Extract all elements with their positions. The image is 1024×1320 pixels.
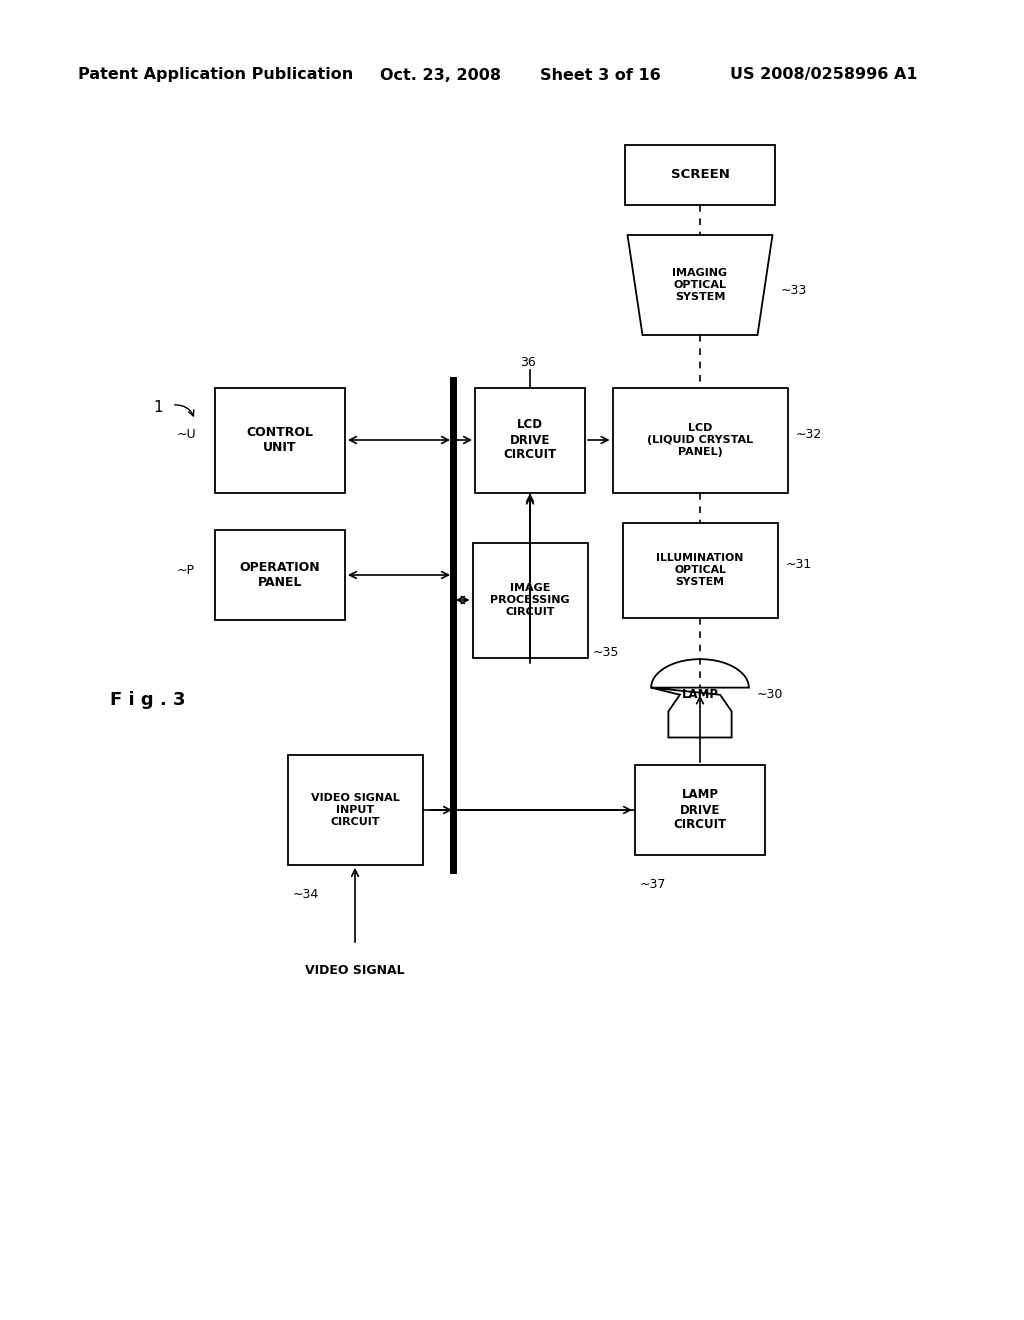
Text: ∼35: ∼35 (593, 645, 618, 659)
Text: SCREEN: SCREEN (671, 169, 729, 181)
Text: ∼P: ∼P (177, 564, 195, 577)
Text: US 2008/0258996 A1: US 2008/0258996 A1 (730, 67, 918, 82)
Text: VIDEO SIGNAL: VIDEO SIGNAL (305, 964, 404, 977)
Text: 36: 36 (520, 356, 536, 370)
Text: ∼U: ∼U (177, 429, 197, 441)
Bar (215, 388, 345, 492)
Bar (215, 531, 345, 620)
Bar (288, 755, 423, 865)
Bar (623, 523, 777, 618)
Text: ∼30: ∼30 (757, 689, 783, 701)
Text: ∼37: ∼37 (640, 879, 667, 891)
Text: ∼31: ∼31 (785, 558, 812, 572)
Bar (625, 145, 775, 205)
Bar (635, 766, 765, 855)
Text: CONTROL
UNIT: CONTROL UNIT (247, 426, 313, 454)
Text: F i g . 3: F i g . 3 (110, 690, 185, 709)
Bar (472, 543, 588, 657)
Text: OPERATION
PANEL: OPERATION PANEL (240, 561, 321, 589)
Text: Sheet 3 of 16: Sheet 3 of 16 (540, 67, 660, 82)
Text: 1: 1 (154, 400, 163, 416)
Text: ∼33: ∼33 (780, 284, 807, 297)
Bar (475, 388, 585, 492)
Text: ILLUMINATION
OPTICAL
SYSTEM: ILLUMINATION OPTICAL SYSTEM (656, 553, 743, 586)
Text: VIDEO SIGNAL
INPUT
CIRCUIT: VIDEO SIGNAL INPUT CIRCUIT (310, 793, 399, 826)
Text: Patent Application Publication: Patent Application Publication (78, 67, 353, 82)
Text: IMAGING
OPTICAL
SYSTEM: IMAGING OPTICAL SYSTEM (673, 268, 728, 301)
Text: Oct. 23, 2008: Oct. 23, 2008 (380, 67, 501, 82)
Text: IMAGE
PROCESSING
CIRCUIT: IMAGE PROCESSING CIRCUIT (490, 583, 569, 616)
Text: LAMP
DRIVE
CIRCUIT: LAMP DRIVE CIRCUIT (674, 788, 727, 832)
Text: LCD
DRIVE
CIRCUIT: LCD DRIVE CIRCUIT (504, 418, 557, 462)
Text: LAMP: LAMP (682, 688, 719, 701)
Bar (612, 388, 787, 492)
Text: ∼32: ∼32 (796, 429, 821, 441)
Text: LCD
(LIQUID CRYSTAL
PANEL): LCD (LIQUID CRYSTAL PANEL) (647, 424, 753, 457)
Text: ∼34: ∼34 (293, 888, 318, 902)
